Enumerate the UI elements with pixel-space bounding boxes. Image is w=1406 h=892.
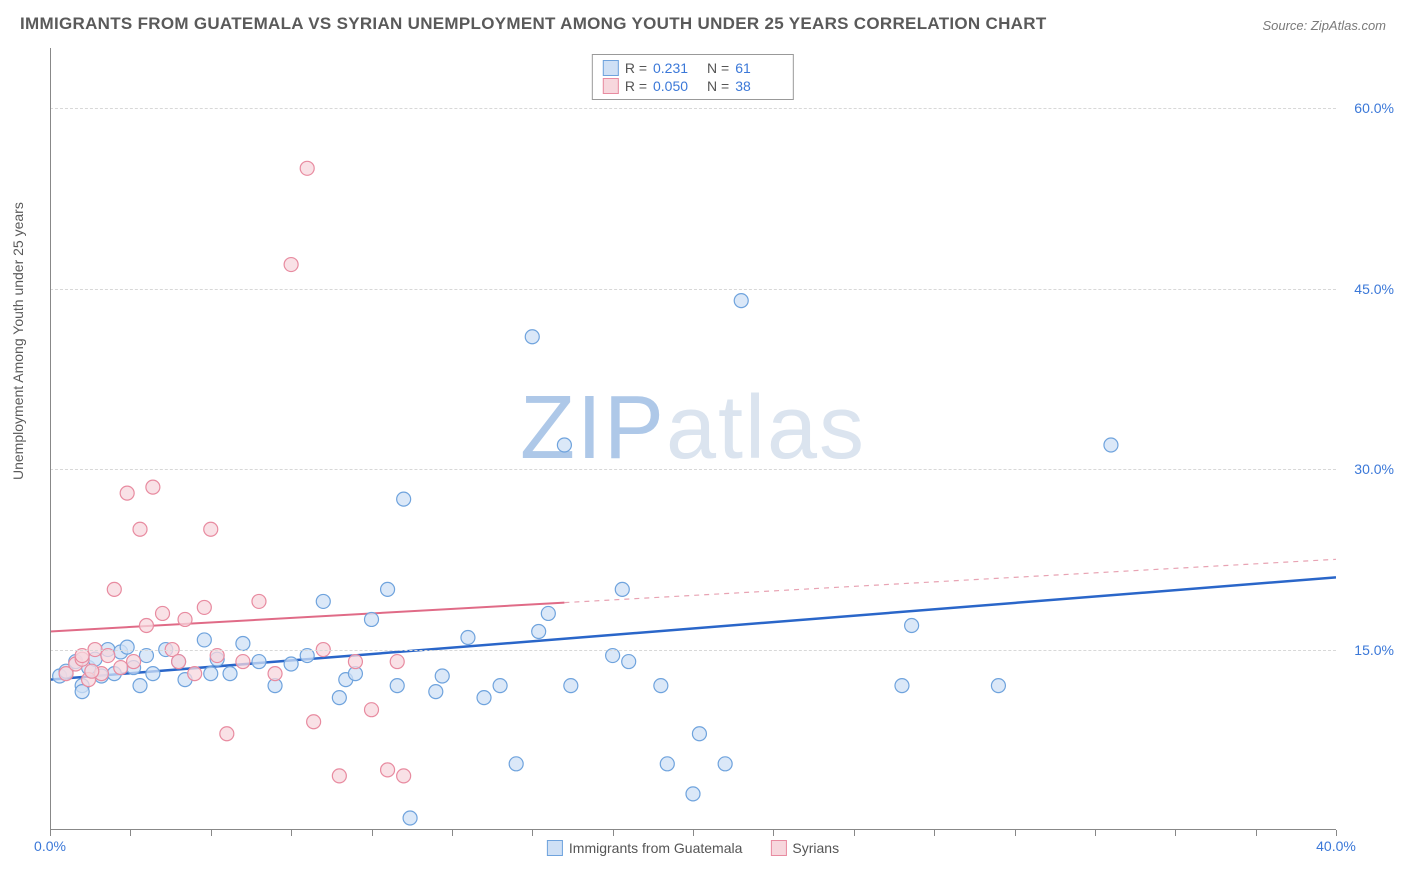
swatch-guatemala-icon [547,840,563,856]
y-axis-label: Unemployment Among Youth under 25 years [10,202,26,480]
x-tick [130,830,131,836]
y-tick-label: 30.0% [1354,461,1394,477]
x-tick [1095,830,1096,836]
swatch-syrians-icon [770,840,786,856]
x-tick [211,830,212,836]
chart-source: Source: ZipAtlas.com [1262,18,1386,33]
x-tick [1256,830,1257,836]
y-tick-label: 60.0% [1354,100,1394,116]
x-tick [613,830,614,836]
x-tick [693,830,694,836]
legend-item-syrians: Syrians [770,840,839,856]
x-tick-label: 40.0% [1316,838,1356,854]
y-tick-label: 15.0% [1354,642,1394,658]
x-tick [934,830,935,836]
chart-title: IMMIGRANTS FROM GUATEMALA VS SYRIAN UNEM… [20,14,1047,34]
plot-frame [50,48,1336,830]
x-tick [50,830,51,836]
x-tick [291,830,292,836]
legend-series: Immigrants from Guatemala Syrians [547,840,839,856]
x-tick [1015,830,1016,836]
x-tick [372,830,373,836]
x-tick [773,830,774,836]
x-tick-label: 0.0% [34,838,66,854]
legend-item-guatemala: Immigrants from Guatemala [547,840,743,856]
legend-label-guatemala: Immigrants from Guatemala [569,840,743,856]
x-tick [854,830,855,836]
legend-label-syrians: Syrians [792,840,839,856]
y-tick-label: 45.0% [1354,281,1394,297]
x-tick [452,830,453,836]
x-tick [1175,830,1176,836]
x-tick [532,830,533,836]
x-tick [1336,830,1337,836]
